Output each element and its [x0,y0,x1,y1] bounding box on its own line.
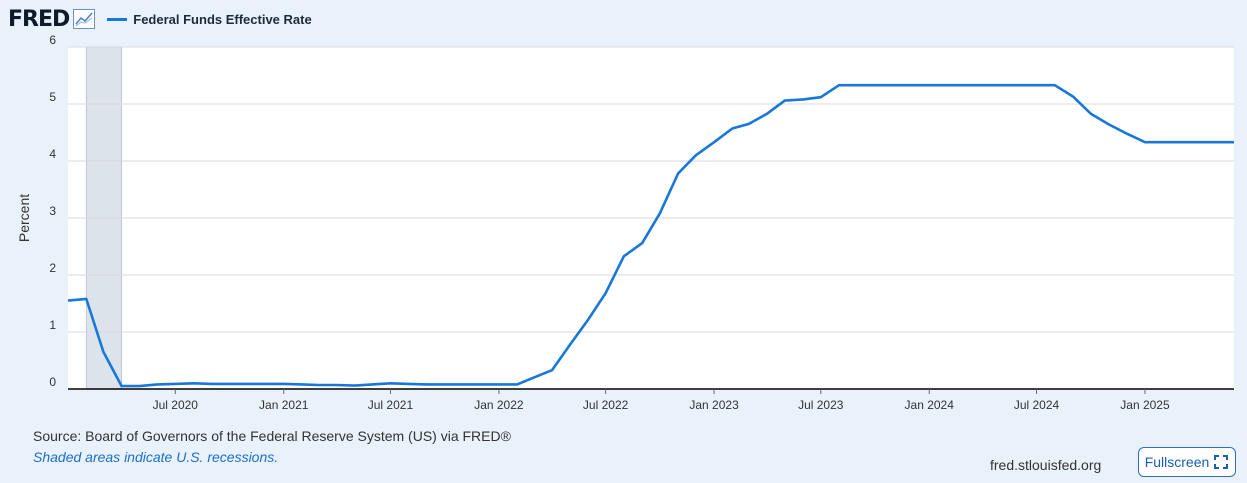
fullscreen-label: Fullscreen [1144,454,1210,470]
x-tick-label: Jul 2021 [368,398,414,412]
x-tick-label: Jan 2023 [689,398,739,412]
legend-label: Federal Funds Effective Rate [133,11,312,27]
y-axis-title: Percent [16,194,32,242]
x-tick-label: Jan 2025 [1120,398,1170,412]
x-tick-label: Jan 2024 [905,398,955,412]
line-chart-icon-graphic [75,12,93,27]
grid-lines [68,46,1234,390]
recession-note: Shaded areas indicate U.S. recessions. [33,449,279,465]
y-tick-label: 1 [49,318,56,332]
line-chart-icon[interactable] [73,9,96,29]
legend-swatch [107,17,128,21]
series-line [67,83,1234,388]
x-tick-label: Jul 2020 [153,398,199,412]
x-tick-label: Jul 2024 [1014,398,1060,412]
expand-icon [1214,455,1229,469]
series-layer [67,83,1234,388]
x-tick-label: Jul 2022 [583,398,629,412]
legend: Federal Funds Effective Rate [107,11,312,27]
fullscreen-button[interactable]: Fullscreen [1138,447,1236,477]
y-tick-label: 5 [49,90,56,104]
y-tick-label: 2 [49,261,56,275]
y-tick-label: 6 [49,33,56,47]
chart-header: FRED Federal Funds Effective Rate [8,4,312,34]
line-chart[interactable]: 0 1 2 3 4 5 6 Jul 2020 Jan 2021 Jul 2021 Jan 2022… [0,0,1247,420]
y-tick-label: 3 [49,204,56,218]
site-url[interactable]: fred.stlouisfed.org [990,457,1102,473]
source-note: Source: Board of Governors of the Federa… [33,428,511,444]
x-tick-label: Jul 2023 [798,398,844,412]
x-tick-label: Jan 2021 [259,398,309,412]
fred-logo[interactable]: FRED [8,6,70,32]
x-axis-ticks: Jul 2020 Jan 2021 Jul 2021 Jan 2022 Jul 2022… [153,389,1170,412]
y-tick-label: 0 [49,375,56,389]
y-tick-label: 4 [49,147,56,161]
x-tick-label: Jan 2022 [474,398,524,412]
y-axis-ticks: 0 1 2 3 4 5 6 [49,33,56,389]
